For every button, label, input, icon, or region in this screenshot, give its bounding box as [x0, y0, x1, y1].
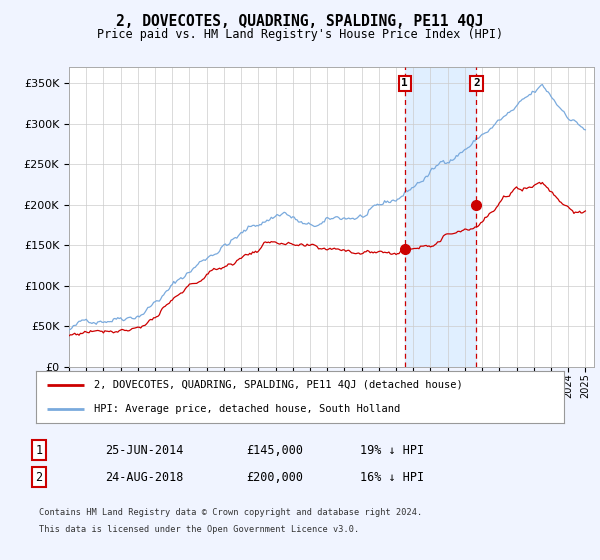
- Text: HPI: Average price, detached house, South Holland: HPI: Average price, detached house, Sout…: [94, 404, 400, 414]
- Text: 24-AUG-2018: 24-AUG-2018: [105, 470, 184, 484]
- Text: £200,000: £200,000: [246, 470, 303, 484]
- Text: 2: 2: [473, 78, 480, 88]
- Text: 25-JUN-2014: 25-JUN-2014: [105, 444, 184, 457]
- Text: 19% ↓ HPI: 19% ↓ HPI: [360, 444, 424, 457]
- Text: 1: 1: [401, 78, 408, 88]
- Text: Contains HM Land Registry data © Crown copyright and database right 2024.: Contains HM Land Registry data © Crown c…: [39, 508, 422, 517]
- Text: 2: 2: [35, 470, 43, 484]
- Text: 2, DOVECOTES, QUADRING, SPALDING, PE11 4QJ: 2, DOVECOTES, QUADRING, SPALDING, PE11 4…: [116, 14, 484, 29]
- Text: Price paid vs. HM Land Registry's House Price Index (HPI): Price paid vs. HM Land Registry's House …: [97, 28, 503, 41]
- Bar: [404, 67, 476, 367]
- Text: £145,000: £145,000: [246, 444, 303, 457]
- Text: 1: 1: [35, 444, 43, 457]
- Text: 16% ↓ HPI: 16% ↓ HPI: [360, 470, 424, 484]
- Text: This data is licensed under the Open Government Licence v3.0.: This data is licensed under the Open Gov…: [39, 525, 359, 534]
- Text: 2, DOVECOTES, QUADRING, SPALDING, PE11 4QJ (detached house): 2, DOVECOTES, QUADRING, SPALDING, PE11 4…: [94, 380, 463, 390]
